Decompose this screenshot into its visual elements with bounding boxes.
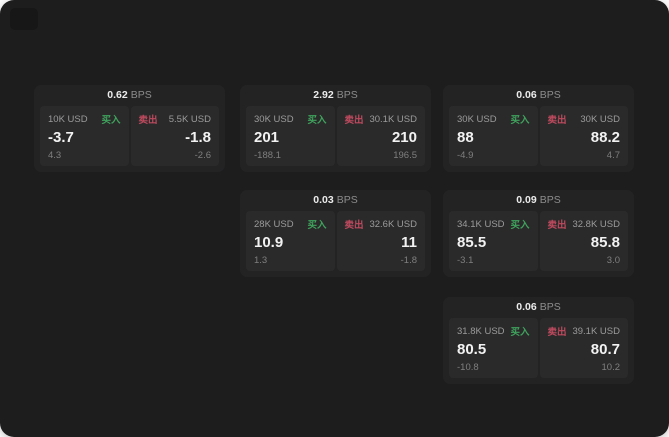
sell-panel[interactable]: 卖出 32.6K USD 11 -1.8 xyxy=(336,211,425,271)
buy-sub-value: -10.8 xyxy=(457,362,479,373)
buy-amount: 30K USD xyxy=(457,113,497,125)
sell-panel[interactable]: 卖出 39.1K USD 80.7 10.2 xyxy=(539,318,628,378)
quote-panels: 31.8K USD 买入 80.5 -10.8 卖出 39.1K USD 80.… xyxy=(449,318,628,378)
buy-panel[interactable]: 31.8K USD 买入 80.5 -10.8 xyxy=(449,318,538,378)
quote-card: 0.62 BPS 10K USD 买入 -3.7 4.3 卖出 5.5K USD… xyxy=(34,85,225,172)
buy-panel[interactable]: 34.1K USD 买入 85.5 -3.1 xyxy=(449,211,538,271)
quote-panels: 30K USD 买入 201 -188.1 卖出 30.1K USD 210 1… xyxy=(246,106,425,166)
buy-price: 88 xyxy=(457,129,474,146)
buy-side-label: 买入 xyxy=(510,220,530,231)
bps-unit: BPS xyxy=(336,194,358,206)
sell-amount: 32.6K USD xyxy=(369,218,417,230)
buy-sub-value: 4.3 xyxy=(48,150,62,161)
buy-side-label: 买入 xyxy=(307,220,327,231)
bps-value: 0.62 xyxy=(107,89,128,101)
sell-sub-value: -2.6 xyxy=(194,150,211,161)
sell-panel[interactable]: 卖出 30K USD 88.2 4.7 xyxy=(539,106,628,166)
quote-panels: 34.1K USD 买入 85.5 -3.1 卖出 32.8K USD 85.8… xyxy=(449,211,628,271)
sell-side-label: 卖出 xyxy=(138,115,158,126)
buy-amount: 30K USD xyxy=(254,113,294,125)
buy-sub-value: -4.9 xyxy=(457,150,474,161)
sell-amount: 5.5K USD xyxy=(168,113,211,125)
buy-sub-value: -188.1 xyxy=(254,150,281,161)
bps-header: 0.06 BPS xyxy=(443,297,634,318)
sell-amount: 39.1K USD xyxy=(572,325,620,337)
quote-card: 0.06 BPS 31.8K USD 买入 80.5 -10.8 卖出 39.1… xyxy=(443,297,634,384)
bps-value: 0.03 xyxy=(313,194,334,206)
bps-unit: BPS xyxy=(539,89,561,101)
bps-header: 0.06 BPS xyxy=(443,85,634,106)
bps-header: 0.09 BPS xyxy=(443,190,634,211)
quote-card: 0.06 BPS 30K USD 买入 88 -4.9 卖出 30K USD 8… xyxy=(443,85,634,172)
buy-panel[interactable]: 30K USD 买入 88 -4.9 xyxy=(449,106,538,166)
quote-panels: 10K USD 买入 -3.7 4.3 卖出 5.5K USD -1.8 -2.… xyxy=(40,106,219,166)
sell-price: -1.8 xyxy=(185,129,211,146)
buy-sub-value: -3.1 xyxy=(457,255,474,266)
sell-price: 88.2 xyxy=(590,129,620,146)
buy-amount: 28K USD xyxy=(254,218,294,230)
bps-value: 0.09 xyxy=(516,194,537,206)
quote-card: 0.03 BPS 28K USD 买入 10.9 1.3 卖出 32.6K US… xyxy=(240,190,431,277)
buy-amount: 31.8K USD xyxy=(457,325,505,337)
sell-price: 210 xyxy=(391,129,417,146)
sell-sub-value: 196.5 xyxy=(393,150,417,161)
buy-panel[interactable]: 30K USD 买入 201 -188.1 xyxy=(246,106,335,166)
bps-header: 0.62 BPS xyxy=(34,85,225,106)
bps-value: 0.06 xyxy=(516,301,537,313)
corner-button[interactable] xyxy=(10,8,38,30)
buy-side-label: 买入 xyxy=(101,115,121,126)
sell-side-label: 卖出 xyxy=(547,327,567,338)
buy-sub-value: 1.3 xyxy=(254,255,268,266)
sell-panel[interactable]: 卖出 32.8K USD 85.8 3.0 xyxy=(539,211,628,271)
sell-side-label: 卖出 xyxy=(344,115,364,126)
buy-price: -3.7 xyxy=(48,129,74,146)
bps-unit: BPS xyxy=(539,301,561,313)
sell-amount: 30.1K USD xyxy=(369,113,417,125)
sell-amount: 30K USD xyxy=(580,113,620,125)
bps-unit: BPS xyxy=(130,89,152,101)
sell-side-label: 卖出 xyxy=(547,115,567,126)
bps-unit: BPS xyxy=(539,194,561,206)
quote-card: 0.09 BPS 34.1K USD 买入 85.5 -3.1 卖出 32.8K… xyxy=(443,190,634,277)
buy-price: 80.5 xyxy=(457,341,487,358)
buy-amount: 10K USD xyxy=(48,113,88,125)
sell-price: 11 xyxy=(401,234,417,251)
buy-side-label: 买入 xyxy=(307,115,327,126)
buy-price: 10.9 xyxy=(254,234,284,251)
buy-panel[interactable]: 10K USD 买入 -3.7 4.3 xyxy=(40,106,129,166)
bps-header: 2.92 BPS xyxy=(240,85,431,106)
buy-side-label: 买入 xyxy=(510,327,530,338)
quote-card: 2.92 BPS 30K USD 买入 201 -188.1 卖出 30.1K … xyxy=(240,85,431,172)
buy-price: 201 xyxy=(254,129,280,146)
sell-sub-value: -1.8 xyxy=(400,255,417,266)
sell-amount: 32.8K USD xyxy=(572,218,620,230)
buy-side-label: 买入 xyxy=(510,115,530,126)
sell-side-label: 卖出 xyxy=(547,220,567,231)
buy-panel[interactable]: 28K USD 买入 10.9 1.3 xyxy=(246,211,335,271)
quote-panels: 28K USD 买入 10.9 1.3 卖出 32.6K USD 11 -1.8 xyxy=(246,211,425,271)
sell-sub-value: 4.7 xyxy=(606,150,620,161)
quote-panels: 30K USD 买入 88 -4.9 卖出 30K USD 88.2 4.7 xyxy=(449,106,628,166)
bps-header: 0.03 BPS xyxy=(240,190,431,211)
sell-side-label: 卖出 xyxy=(344,220,364,231)
sell-price: 80.7 xyxy=(590,341,620,358)
sell-price: 85.8 xyxy=(590,234,620,251)
sell-sub-value: 3.0 xyxy=(606,255,620,266)
bps-value: 0.06 xyxy=(516,89,537,101)
sell-panel[interactable]: 卖出 30.1K USD 210 196.5 xyxy=(336,106,425,166)
sell-sub-value: 10.2 xyxy=(601,362,621,373)
sell-panel[interactable]: 卖出 5.5K USD -1.8 -2.6 xyxy=(130,106,219,166)
buy-amount: 34.1K USD xyxy=(457,218,505,230)
bps-value: 2.92 xyxy=(313,89,334,101)
buy-price: 85.5 xyxy=(457,234,487,251)
bps-unit: BPS xyxy=(336,89,358,101)
